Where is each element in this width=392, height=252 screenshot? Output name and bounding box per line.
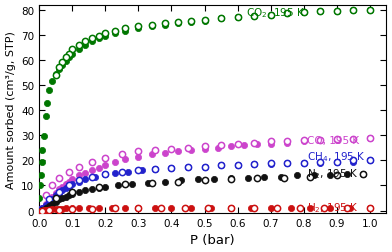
Text: N$_2$, 195 K: N$_2$, 195 K xyxy=(307,166,359,180)
Text: H$_2$, 195 K: H$_2$, 195 K xyxy=(307,200,359,214)
Y-axis label: Amount sorbed (cm³/g, STP): Amount sorbed (cm³/g, STP) xyxy=(5,31,16,188)
Text: CO$_2$, 195 K: CO$_2$, 195 K xyxy=(246,6,305,20)
Text: CO, 195 K: CO, 195 K xyxy=(307,136,359,146)
X-axis label: P (bar): P (bar) xyxy=(191,234,235,246)
Text: CH$_4$, 195 K: CH$_4$, 195 K xyxy=(307,150,366,164)
